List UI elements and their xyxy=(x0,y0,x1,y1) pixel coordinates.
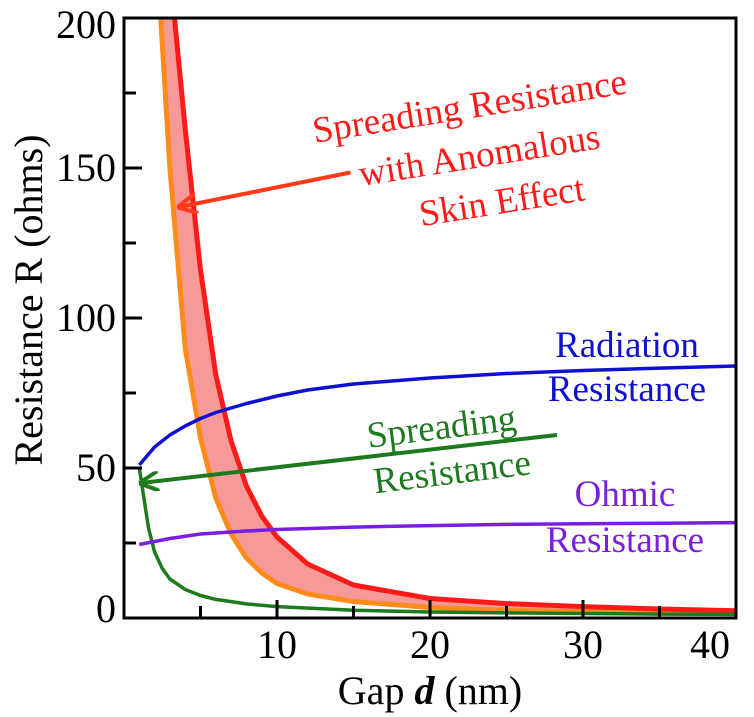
annotation-arrow-spreading xyxy=(141,433,558,483)
x-tick-label: 40 xyxy=(690,622,730,667)
x-tick-label: 10 xyxy=(257,622,297,667)
x-axis-label: Gap d (nm) xyxy=(338,668,522,713)
annotation-ohmic-line1: Ohmic xyxy=(575,474,676,515)
anomalous-skin-lower-line xyxy=(158,17,737,616)
y-tick-label: 0 xyxy=(96,586,116,631)
series-layer xyxy=(137,364,737,617)
y-axis-label: Resistance R (ohms) xyxy=(6,134,51,465)
anomalous-skin-upper-line xyxy=(172,17,737,614)
y-tick-label: 50 xyxy=(76,445,116,490)
series-line-spreading-resistance xyxy=(137,467,737,617)
annotation-arrow-anomalous xyxy=(179,170,351,208)
annotation-radiation: Radiation Resistance xyxy=(548,325,706,410)
ticks-layer xyxy=(124,16,738,620)
annotation-ohmic-line2: Resistance xyxy=(546,520,704,561)
series-line-radiation-resistance xyxy=(137,364,737,467)
y-tick-label: 150 xyxy=(56,145,116,190)
y-tick-label: 200 xyxy=(56,2,116,47)
tick-label-layer: 10 20 30 40 0 50 100 150 200 xyxy=(56,2,730,667)
x-tick-label: 30 xyxy=(563,622,603,667)
band-layer xyxy=(158,17,737,616)
annotation-radiation-line2: Resistance xyxy=(548,369,706,410)
series-line-ohmic-resistance xyxy=(138,520,737,547)
annotation-radiation-line1: Radiation xyxy=(555,325,699,366)
annotation-anomalous: Spreading Resistance with Anomalous Skin… xyxy=(310,62,630,235)
y-tick-label: 100 xyxy=(56,295,116,340)
annotation-ohmic: Ohmic Resistance xyxy=(546,474,704,561)
annotation-spreading: Spreading Resistance xyxy=(365,398,534,503)
x-tick-label: 20 xyxy=(410,622,450,667)
